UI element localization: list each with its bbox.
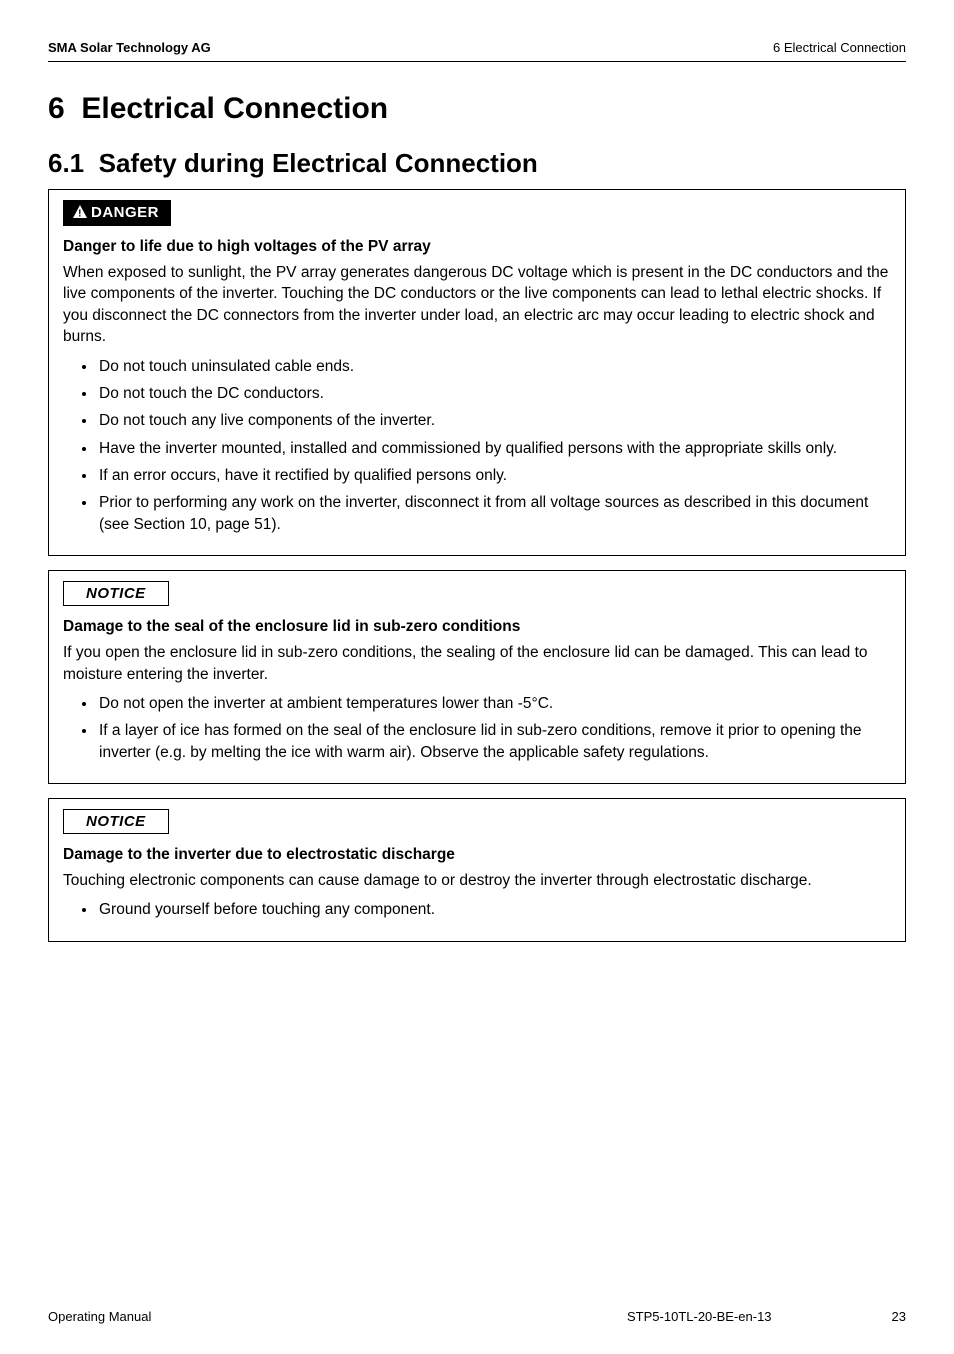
notice-2-heading: Damage to the inverter due to electrosta…	[63, 846, 891, 864]
list-item: Have the inverter mounted, installed and…	[97, 438, 891, 459]
notice-1-heading: Damage to the seal of the enclosure lid …	[63, 618, 891, 636]
list-item: Prior to performing any work on the inve…	[97, 492, 891, 535]
header-right: 6 Electrical Connection	[773, 40, 906, 55]
notice-1-bullets: Do not open the inverter at ambient temp…	[63, 693, 891, 763]
danger-heading: Danger to life due to high voltages of t…	[63, 238, 891, 256]
section-title: 6 Electrical Connection	[48, 92, 906, 126]
svg-text:!: !	[78, 209, 82, 219]
section-text: Electrical Connection	[81, 92, 388, 125]
page-footer: Operating Manual STP5-10TL-20-BE-en-13 2…	[48, 1309, 906, 1324]
notice-badge-2: NOTICE	[63, 809, 169, 834]
list-item: Do not open the inverter at ambient temp…	[97, 693, 891, 714]
danger-bullets: Do not touch uninsulated cable ends. Do …	[63, 356, 891, 536]
warning-icon: !	[73, 205, 87, 222]
danger-badge-text: DANGER	[91, 204, 159, 221]
list-item: If an error occurs, have it rectified by…	[97, 465, 891, 486]
header-left: SMA Solar Technology AG	[48, 40, 211, 55]
footer-page-number: 23	[892, 1309, 906, 1324]
danger-badge: ! DANGER	[63, 200, 171, 226]
footer-center: STP5-10TL-20-BE-en-13	[151, 1309, 891, 1324]
notice-2-bullets: Ground yourself before touching any comp…	[63, 899, 891, 920]
list-item: Do not touch uninsulated cable ends.	[97, 356, 891, 377]
footer-left: Operating Manual	[48, 1309, 151, 1324]
notice-1-paragraph: If you open the enclosure lid in sub-zer…	[63, 642, 891, 685]
notice-badge-1: NOTICE	[63, 581, 169, 606]
list-item: Ground yourself before touching any comp…	[97, 899, 891, 920]
page-header: SMA Solar Technology AG 6 Electrical Con…	[48, 40, 906, 62]
section-number: 6	[48, 92, 65, 125]
notice-2-paragraph: Touching electronic components can cause…	[63, 870, 891, 891]
list-item: If a layer of ice has formed on the seal…	[97, 720, 891, 763]
subsection-title: 6.1 Safety during Electrical Connection	[48, 148, 906, 179]
list-item: Do not touch any live components of the …	[97, 410, 891, 431]
danger-paragraph: When exposed to sunlight, the PV array g…	[63, 262, 891, 348]
list-item: Do not touch the DC conductors.	[97, 383, 891, 404]
notice-box-1: NOTICE Damage to the seal of the enclosu…	[48, 570, 906, 784]
subsection-number: 6.1	[48, 148, 84, 178]
danger-box: ! DANGER Danger to life due to high volt…	[48, 189, 906, 556]
subsection-text: Safety during Electrical Connection	[99, 148, 538, 178]
notice-box-2: NOTICE Damage to the inverter due to ele…	[48, 798, 906, 942]
